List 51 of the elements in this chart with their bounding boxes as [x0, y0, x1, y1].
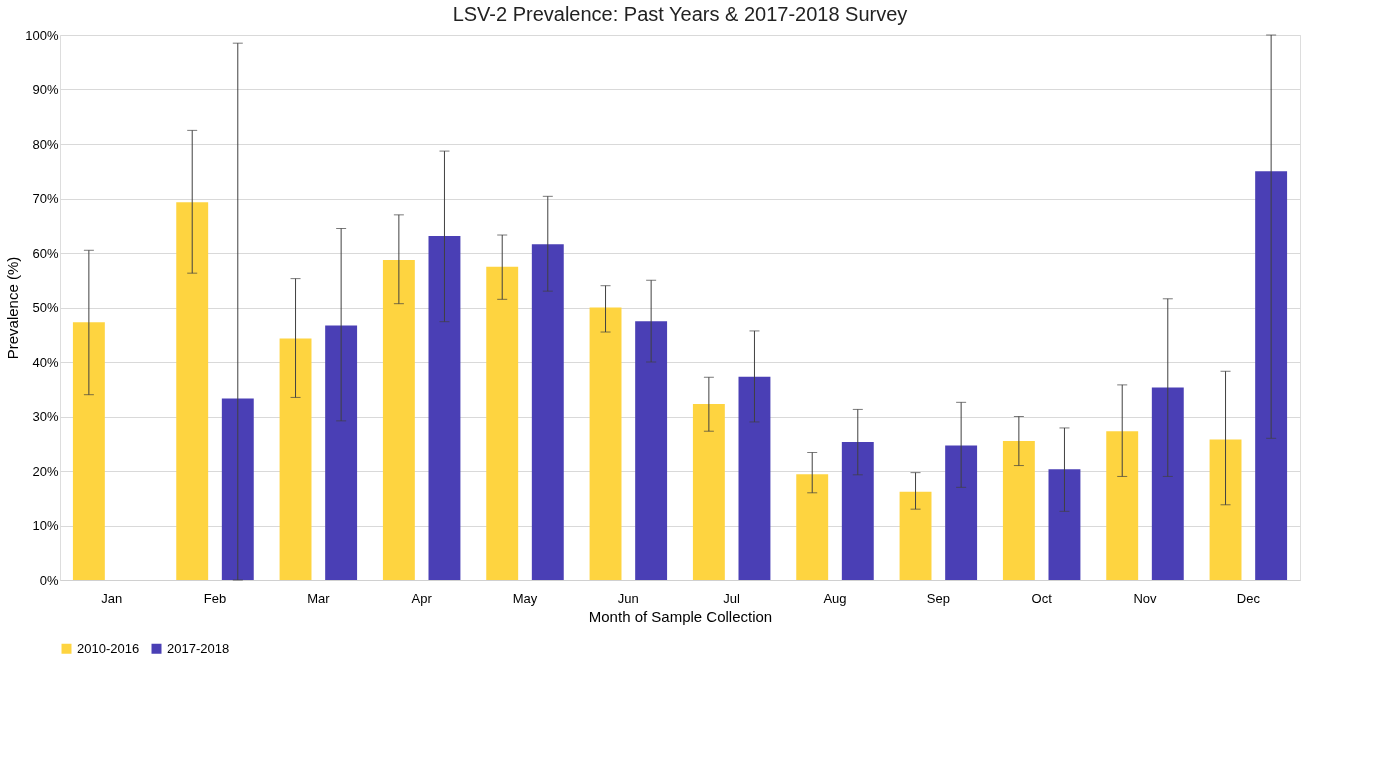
- bar: [1106, 431, 1139, 580]
- x-tick-label: Jul: [723, 590, 741, 606]
- y-tick-label: 90%: [32, 82, 59, 97]
- y-axis-title: Prevalence (%): [4, 256, 22, 360]
- legend-label: 2017-2018: [167, 640, 230, 656]
- bar: [589, 307, 622, 580]
- x-tick-label: Dec: [1236, 590, 1261, 606]
- bar: [899, 491, 932, 580]
- bar: [325, 325, 358, 580]
- x-tick-label: Apr: [411, 590, 433, 606]
- bar: [176, 202, 209, 580]
- y-tick-label: 10%: [32, 518, 59, 533]
- bar: [428, 236, 461, 580]
- x-axis-title: Month of Sample Collection: [588, 607, 773, 625]
- bar: [796, 474, 829, 580]
- bar: [1151, 387, 1184, 580]
- legend-label: 2010-2016: [77, 640, 140, 656]
- y-tick-label: 70%: [32, 191, 59, 206]
- y-tick-label: 60%: [32, 245, 59, 261]
- x-tick-label: Nov: [1133, 590, 1158, 606]
- y-tick-label: 100%: [25, 27, 59, 43]
- bar: [1209, 439, 1242, 580]
- bar: [945, 445, 978, 580]
- y-tick-label: 80%: [32, 136, 59, 152]
- bar: [635, 321, 668, 580]
- y-tick-label: 0%: [39, 572, 59, 588]
- x-tick-label: Mar: [307, 590, 331, 606]
- bar: [738, 376, 771, 580]
- bar: [1048, 469, 1081, 580]
- bar: [279, 338, 312, 580]
- y-tick-label: 20%: [32, 463, 59, 479]
- x-tick-label: May: [512, 590, 538, 606]
- chart-title: LSV-2 Prevalence: Past Years & 2017-2018 Survey: [452, 3, 908, 25]
- bar: [486, 266, 519, 580]
- bar: [1255, 171, 1288, 580]
- bar: [1002, 441, 1035, 580]
- x-tick-label: Sep: [926, 590, 950, 606]
- bar: [692, 403, 725, 580]
- bar: [221, 398, 254, 580]
- y-tick-label: 50%: [32, 300, 59, 315]
- y-tick-label: 40%: [32, 354, 59, 370]
- x-tick-label: Jun: [617, 590, 639, 606]
- x-tick-label: Oct: [1031, 590, 1053, 606]
- bar: [72, 322, 105, 580]
- x-tick-label: Feb: [203, 590, 227, 606]
- bar: [382, 260, 415, 580]
- bar: [841, 442, 874, 580]
- x-tick-label: Aug: [823, 590, 847, 606]
- y-tick-label: 30%: [32, 409, 59, 424]
- bar: [531, 244, 564, 580]
- x-tick-label: Jan: [101, 590, 123, 606]
